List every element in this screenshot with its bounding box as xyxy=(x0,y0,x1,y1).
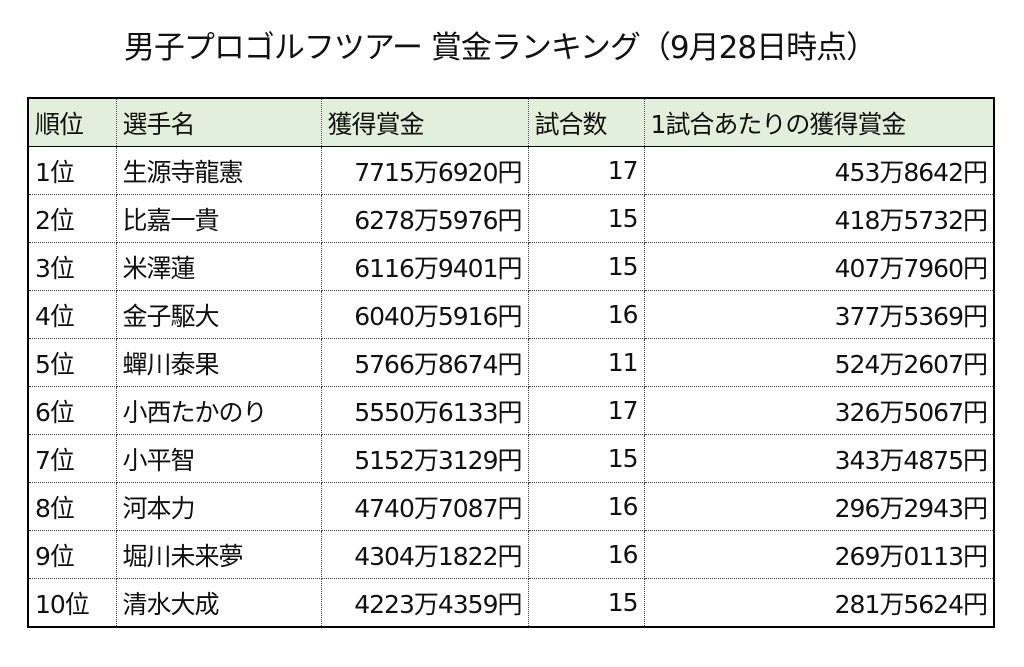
column-header: 獲得賞金 xyxy=(320,97,529,147)
table-body: 順位 選手名 獲得賞金 試合数 1試合あたりの獲得賞金 1位 生源寺龍憲 7715万6920円… xyxy=(27,97,995,628)
data-row: 9位 堀川未来夢 4304万1822円 16 269万0113円 xyxy=(27,530,995,579)
cell: 6位 xyxy=(27,386,117,435)
data-row: 3位 米澤蓮 6116万9401円 15 407万7960円 xyxy=(27,242,995,291)
cell: 8位 xyxy=(27,482,117,531)
cell: 343万4875円 xyxy=(643,434,995,483)
data-row: 2位 比嘉一貴 6278万5976円 15 418万5732円 xyxy=(27,194,995,243)
cell: 4304万1822円 xyxy=(320,530,529,579)
cell: 453万8642円 xyxy=(643,146,995,195)
cell: 10位 xyxy=(27,578,117,628)
cell: 15 xyxy=(527,242,645,291)
cell: 15 xyxy=(527,194,645,243)
cell: 米澤蓮 xyxy=(115,242,322,291)
cell: 5位 xyxy=(27,338,117,387)
cell: 金子駆大 xyxy=(115,290,322,339)
header-row: 順位 選手名 獲得賞金 試合数 1試合あたりの獲得賞金 xyxy=(27,97,995,147)
cell: 407万7960円 xyxy=(643,242,995,291)
cell: 5766万8674円 xyxy=(320,338,529,387)
cell: 小平智 xyxy=(115,434,322,483)
cell: 河本力 xyxy=(115,482,322,531)
cell: 15 xyxy=(527,434,645,483)
cell: 17 xyxy=(527,146,645,195)
cell: 小西たかのり xyxy=(115,386,322,435)
cell: 4740万7087円 xyxy=(320,482,529,531)
cell: 418万5732円 xyxy=(643,194,995,243)
column-header: 1試合あたりの獲得賞金 xyxy=(643,97,995,147)
column-header: 順位 xyxy=(27,97,117,147)
cell: 269万0113円 xyxy=(643,530,995,579)
cell: 15 xyxy=(527,578,645,628)
column-header: 選手名 xyxy=(115,97,322,147)
cell: 16 xyxy=(527,290,645,339)
cell: 1位 xyxy=(27,146,117,195)
cell: 16 xyxy=(527,530,645,579)
cell: 6040万5916円 xyxy=(320,290,529,339)
cell: 5152万3129円 xyxy=(320,434,529,483)
cell: 4位 xyxy=(27,290,117,339)
data-row: 8位 河本力 4740万7087円 16 296万2943円 xyxy=(27,482,995,531)
cell: 6116万9401円 xyxy=(320,242,529,291)
cell: 17 xyxy=(527,386,645,435)
cell: 4223万4359円 xyxy=(320,578,529,628)
title: 男子プロゴルフツアー 賞金ランキング（9月28日時点） xyxy=(123,30,877,66)
data-row: 10位 清水大成 4223万4359円 15 281万5624円 xyxy=(27,578,995,628)
data-row: 4位 金子駆大 6040万5916円 16 377万5369円 xyxy=(27,290,995,339)
cell: 7位 xyxy=(27,434,117,483)
data-row: 5位 蟬川泰果 5766万8674円 11 524万2607円 xyxy=(27,338,995,387)
cell: 7715万6920円 xyxy=(320,146,529,195)
cell: 377万5369円 xyxy=(643,290,995,339)
cell: 524万2607円 xyxy=(643,338,995,387)
cell: 比嘉一貴 xyxy=(115,194,322,243)
data-row: 7位 小平智 5152万3129円 15 343万4875円 xyxy=(27,434,995,483)
cell: 生源寺龍憲 xyxy=(115,146,322,195)
cell: 清水大成 xyxy=(115,578,322,628)
cell: 堀川未来夢 xyxy=(115,530,322,579)
cell: 2位 xyxy=(27,194,117,243)
column-header: 試合数 xyxy=(527,97,645,147)
cell: 5550万6133円 xyxy=(320,386,529,435)
cell: 296万2943円 xyxy=(643,482,995,531)
cell: 326万5067円 xyxy=(643,386,995,435)
cell: 3位 xyxy=(27,242,117,291)
cell: 281万5624円 xyxy=(643,578,995,628)
ranking-table: 順位 選手名 獲得賞金 試合数 1試合あたりの獲得賞金 1位 生源寺龍憲 7715万6920円… xyxy=(27,97,995,628)
data-row: 6位 小西たかのり 5550万6133円 17 326万5067円 xyxy=(27,386,995,435)
cell: 蟬川泰果 xyxy=(115,338,322,387)
cell: 6278万5976円 xyxy=(320,194,529,243)
cell: 11 xyxy=(527,338,645,387)
cell: 16 xyxy=(527,482,645,531)
data-row: 1位 生源寺龍憲 7715万6920円 17 453万8642円 xyxy=(27,146,995,195)
cell: 9位 xyxy=(27,530,117,579)
